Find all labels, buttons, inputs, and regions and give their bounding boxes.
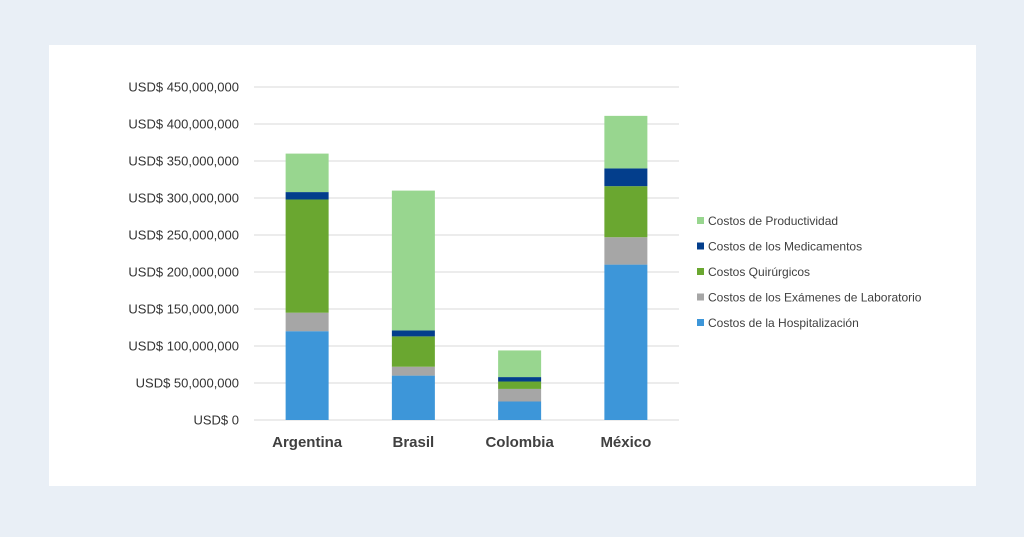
legend-label: Costos de los Exámenes de Laboratorio <box>708 291 922 305</box>
bar-segment <box>285 199 329 313</box>
bar-segment <box>498 377 542 382</box>
y-tick-label: USD$ 50,000,000 <box>136 376 239 391</box>
y-tick-label: USD$ 250,000,000 <box>128 228 239 243</box>
y-axis-ticks: USD$ 0 USD$ 50,000,000 USD$ 100,000,000 USD… <box>128 80 239 428</box>
bar-segment <box>498 401 542 420</box>
x-tick-label: Colombia <box>485 434 554 451</box>
legend-label: Costos de Productividad <box>708 214 838 228</box>
y-tick-label: USD$ 100,000,000 <box>128 339 239 354</box>
legend-swatch <box>697 217 704 224</box>
legend: Costos de Productividad Costos de los Med… <box>697 214 922 330</box>
legend-swatch <box>697 268 704 275</box>
bar-segment <box>604 168 648 187</box>
bar-segment <box>285 312 329 332</box>
bar-segment <box>285 331 329 420</box>
legend-swatch <box>697 293 704 301</box>
bar-segment <box>391 366 435 376</box>
y-tick-label: USD$ 0 <box>193 413 239 428</box>
y-tick-label: USD$ 200,000,000 <box>128 265 239 280</box>
bar-segment <box>285 153 329 193</box>
legend-label: Costos de los Medicamentos <box>708 240 862 254</box>
bar-segment <box>498 381 542 389</box>
legend-swatch <box>697 242 704 250</box>
bar-segment <box>604 237 648 265</box>
legend-swatch <box>697 319 704 326</box>
x-axis-ticks: Argentina Brasil Colombia México <box>272 434 651 451</box>
bar-segment <box>391 330 435 337</box>
y-tick-label: USD$ 350,000,000 <box>128 154 239 169</box>
stacked-bar-chart: USD$ 0 USD$ 50,000,000 USD$ 100,000,000 USD… <box>128 80 922 452</box>
bars <box>285 115 648 420</box>
bar-segment <box>498 350 542 378</box>
legend-label: Costos Quirúrgicos <box>708 265 810 279</box>
bar-segment <box>604 115 648 169</box>
y-tick-label: USD$ 300,000,000 <box>128 191 239 206</box>
x-tick-label: México <box>600 434 651 451</box>
bar-segment <box>604 186 648 238</box>
bar-segment <box>391 190 435 331</box>
y-tick-label: USD$ 450,000,000 <box>128 80 239 95</box>
bar-segment <box>498 388 542 402</box>
legend-label: Costos de la Hospitalización <box>708 316 859 330</box>
bar-segment <box>391 375 435 420</box>
bar-segment <box>391 336 435 367</box>
x-tick-label: Brasil <box>393 434 435 451</box>
chart-card: USD$ 0 USD$ 50,000,000 USD$ 100,000,000 USD… <box>49 45 976 486</box>
y-tick-label: USD$ 400,000,000 <box>128 117 239 132</box>
bar-segment <box>285 192 329 200</box>
y-tick-label: USD$ 150,000,000 <box>128 302 239 317</box>
bar-segment <box>604 264 648 420</box>
x-tick-label: Argentina <box>272 434 343 451</box>
